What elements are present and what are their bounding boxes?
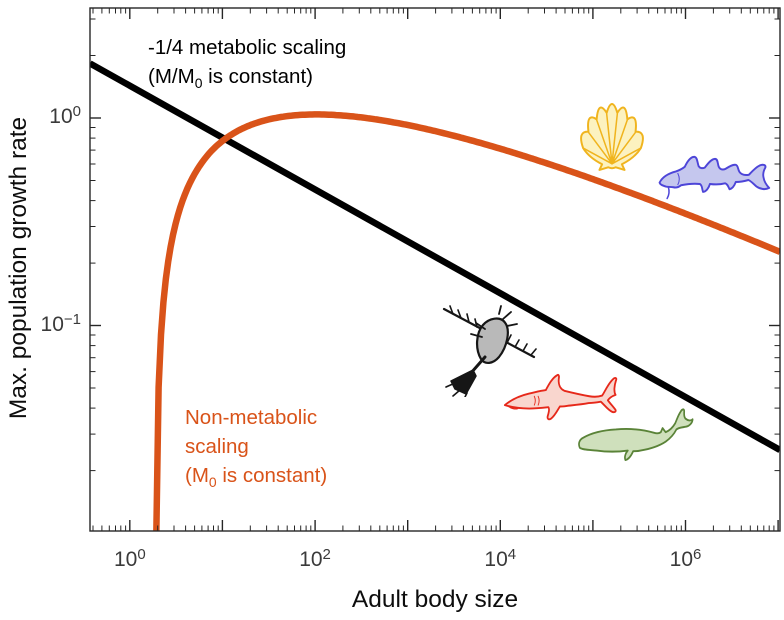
annotation-metabolic-line1: -1/4 metabolic scaling bbox=[148, 36, 347, 59]
whale-icon bbox=[575, 407, 695, 475]
subscript-zero: 0 bbox=[194, 74, 203, 91]
subscript-zero: 0 bbox=[208, 473, 217, 490]
annotation-non-metabolic-scaling: Non-metabolic scaling (M0 is constant) bbox=[185, 403, 327, 492]
x-tick-label: 106 bbox=[669, 546, 702, 571]
annotation-metabolic-scaling: -1/4 metabolic scaling (M/M0 is constant… bbox=[148, 33, 346, 93]
x-tick-label: 100 bbox=[113, 546, 146, 571]
x-tick-label: 104 bbox=[484, 546, 517, 571]
shark-icon-graphic bbox=[503, 373, 618, 421]
y-tick-label: 100 bbox=[49, 102, 81, 128]
annotation-non-metabolic-line3: (M0 is constant) bbox=[185, 464, 328, 490]
annotation-non-metabolic-line1: Non-metabolic bbox=[185, 406, 318, 429]
cod-fish-icon bbox=[652, 147, 778, 213]
scallop-icon-graphic bbox=[580, 103, 644, 171]
copepod-icon bbox=[441, 297, 541, 397]
cod-fish-icon-graphic bbox=[658, 155, 771, 200]
y-axis-label: Max. population growth rate bbox=[5, 116, 32, 420]
non-metabolic-scaling-curve bbox=[153, 111, 780, 531]
metabolic-scaling-line bbox=[90, 60, 780, 453]
whale-icon-graphic bbox=[578, 408, 694, 461]
y-tick-label: 10−1 bbox=[40, 310, 81, 336]
scallop-icon bbox=[574, 100, 650, 176]
curves-group bbox=[90, 60, 780, 531]
annotation-non-metabolic-line2: scaling bbox=[185, 435, 249, 458]
x-tick-label: 102 bbox=[299, 546, 331, 571]
axis-ticks bbox=[90, 8, 780, 531]
shark-icon bbox=[501, 371, 629, 429]
copepod-icon-graphic bbox=[442, 305, 537, 397]
annotation-metabolic-line2: (M/M0 is constant) bbox=[148, 65, 313, 91]
plot-border bbox=[89, 7, 781, 532]
x-axis-label: Adult body size bbox=[351, 586, 519, 613]
